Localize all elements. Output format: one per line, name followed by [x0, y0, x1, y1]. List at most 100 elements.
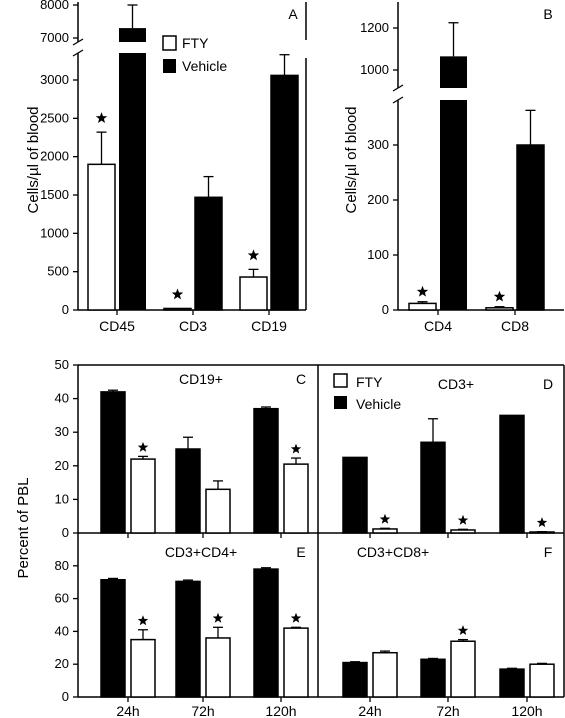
panel-b-y-tick-label: 0 [382, 302, 389, 317]
legend-d-vehicle-label: Vehicle [356, 396, 401, 412]
panel-f-bar-vehicle [342, 661, 368, 698]
panel-a-bar-vehicle [270, 74, 299, 311]
panel-b-y-tick-label: 100 [367, 247, 389, 262]
panel-b-category-label: CD4 [424, 318, 452, 334]
panel-f-label: F [544, 544, 553, 560]
panel-a-bar-break [116, 42, 149, 53]
legend-a-vehicle-swatch [163, 59, 176, 73]
panel-c-title: CD19+ [179, 371, 223, 387]
panel-e-bar-fty [283, 627, 309, 698]
panel-e-category-label: 72h [191, 703, 214, 718]
panel-f-bar-fty [372, 651, 398, 698]
panel-e-bar-fty [205, 637, 231, 698]
panel-a-y-tick-label: 0 [62, 302, 69, 317]
panel-a-significance-star [171, 288, 184, 300]
panel-b-bar-break [437, 88, 470, 100]
panel-e-bar-vehicle [175, 580, 201, 698]
panel-a-bar-vehicle [119, 28, 146, 310]
panel-c-y-tick-label: 50 [55, 357, 69, 372]
panel-c-y-tick-label: 20 [55, 458, 69, 473]
panel-e-title: CD3+CD4+ [165, 544, 237, 560]
panel-b-bar-fty [485, 307, 514, 311]
panel-c-bar-vehicle [175, 448, 201, 534]
panel-a-bar-vehicle [194, 196, 223, 311]
panel-e-bar-vehicle [100, 578, 126, 698]
panel-c-bar-fty [283, 463, 309, 534]
panel-f-significance-star [457, 625, 469, 636]
legend-d-fty-swatch [333, 373, 348, 388]
panel-e-y-tick-label: 80 [55, 558, 69, 573]
panel-a-y-tick-label: 1000 [40, 225, 69, 240]
panel-d-significance-star [457, 514, 469, 525]
panel-b-y-tick-label: 1000 [360, 62, 389, 77]
panel-c-significance-star [290, 443, 302, 454]
panel-d-bar-vehicle [499, 414, 525, 534]
panel-b-significance-star [493, 290, 506, 302]
panel-d-significance-star [379, 513, 391, 524]
panel-d-bar-fty [450, 529, 476, 534]
panel-b-bar-vehicle [516, 144, 545, 311]
panel-c-y-tick-label: 40 [55, 391, 69, 406]
legend-a-vehicle-label: Vehicle [182, 58, 227, 74]
panel-c-significance-star [137, 441, 149, 452]
panel-b-y-tick-label: 200 [367, 192, 389, 207]
panel-a-significance-star [95, 112, 108, 123]
panel-e-significance-star [137, 615, 149, 626]
panel-d-label: D [543, 376, 553, 392]
panel-c-y-tick-label: 0 [62, 525, 69, 540]
panel-b-axis-break [392, 84, 404, 92]
panel-f-category-label: 24h [358, 703, 381, 718]
panel-a-bar-fty [163, 307, 192, 311]
panel-d-bar-vehicle [342, 456, 368, 534]
panel-d-title: CD3+ [438, 376, 474, 392]
panel-f-bar-fty [450, 640, 476, 698]
panel-e-label: E [296, 544, 305, 560]
panel-f-bar-fty [529, 663, 555, 698]
panel-d-significance-star [536, 517, 548, 528]
panel-a-y-tick-label: 500 [47, 264, 69, 279]
panel-c-bar-vehicle [253, 407, 279, 534]
panel-f-title: CD3+CD8+ [357, 544, 429, 560]
panel-b-axis-break [392, 96, 404, 104]
panel-e-y-tick-label: 20 [55, 656, 69, 671]
panel-a-bar-fty [239, 276, 268, 311]
panel-a-significance-star [247, 249, 260, 261]
legend-a-fty-label: FTY [182, 35, 209, 51]
panel-a-y-tick-label: 8000 [40, 0, 69, 12]
panel-a-category-label: CD19 [251, 318, 287, 334]
panel-f-bar-vehicle [499, 668, 525, 698]
panel-e-y-tick-label: 0 [62, 689, 69, 704]
panel-e-significance-star [212, 612, 224, 623]
panel-b-significance-star [416, 285, 429, 297]
panel-f-category-label: 72h [436, 703, 459, 718]
panel-a-y-tick-label: 1500 [40, 187, 69, 202]
panel-a-y-tick-label: 3000 [40, 72, 69, 87]
panel-c-bar-fty [205, 488, 231, 534]
grid-y-label: Percent of PBL [15, 478, 32, 579]
panel-f-category-label: 120h [511, 703, 542, 718]
panel-b-y-label: Cells/µl of blood [343, 106, 360, 213]
panel-a-category-label: CD45 [99, 318, 135, 334]
panel-b-category-label: CD8 [501, 318, 529, 334]
panel-d-bar-fty [372, 528, 398, 534]
legend-d-vehicle-swatch [334, 396, 347, 409]
panel-c-label: C [296, 371, 306, 387]
panel-e-y-tick-label: 40 [55, 623, 69, 638]
panel-c-y-tick-label: 10 [55, 491, 69, 506]
panel-e-bar-vehicle [253, 568, 279, 698]
panel-e-category-label: 24h [116, 703, 139, 718]
panel-a-label: A [288, 6, 298, 22]
panel-a-bar-fty [87, 163, 116, 311]
panel-a-y-tick-label: 2000 [40, 149, 69, 164]
panel-e-bar-fty [130, 638, 156, 698]
panel-e-category-label: 120h [265, 703, 296, 718]
legend-a-fty-swatch [162, 35, 177, 51]
panel-b-bar-fty [408, 302, 437, 311]
panel-c-bar-vehicle [100, 391, 126, 534]
panel-f-bar-vehicle [420, 658, 446, 698]
panel-b-y-tick-label: 300 [367, 137, 389, 152]
panel-e-y-tick-label: 60 [55, 591, 69, 606]
panel-a-category-label: CD3 [179, 318, 207, 334]
panel-a-y-label: Cells/µl of blood [25, 106, 42, 213]
